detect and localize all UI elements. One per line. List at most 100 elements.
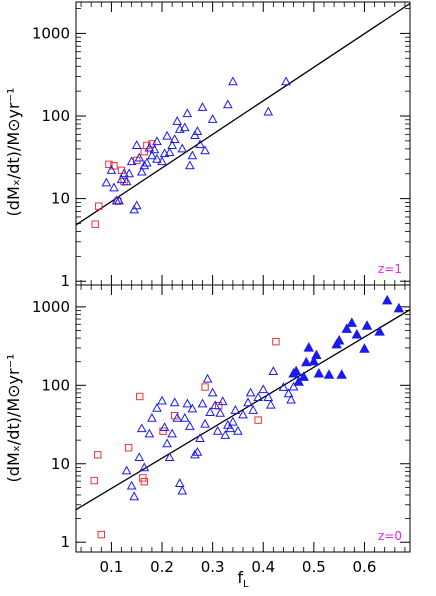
fit-line bbox=[76, 2, 410, 226]
data-point-triangle bbox=[205, 407, 215, 417]
data-point-triangle bbox=[195, 433, 205, 442]
data-point-triangle bbox=[169, 397, 180, 407]
panel-z0: 1 10 100 1000 0.1 0.2 0.3 0.4 0.5 0.6 z=0 bbox=[32, 284, 411, 576]
data-point-triangle bbox=[144, 142, 155, 152]
panel-redshift-label: z=1 bbox=[378, 262, 402, 276]
data-point-triangle bbox=[162, 130, 172, 140]
data-point-square bbox=[136, 392, 144, 401]
data-point-triangle bbox=[212, 425, 223, 435]
data-point-triangle bbox=[187, 150, 198, 160]
data-point-triangle bbox=[228, 416, 238, 426]
data-point-triangle bbox=[200, 418, 210, 428]
data-point-triangle bbox=[142, 157, 152, 167]
data-point-triangle bbox=[228, 76, 238, 86]
data-point-triangle bbox=[131, 200, 142, 210]
data-point-triangle bbox=[136, 166, 147, 176]
plot-area bbox=[76, 294, 410, 539]
x-tick-label: 0.1 bbox=[99, 558, 123, 576]
plot-frame bbox=[75, 1, 411, 286]
data-point-triangle bbox=[225, 423, 236, 433]
panel-z1: 1 10 100 1000 z=1 bbox=[32, 1, 411, 290]
data-point-triangle bbox=[288, 381, 299, 391]
x-tick-label: 0.5 bbox=[302, 558, 326, 576]
data-point-filled-triangle bbox=[333, 334, 345, 345]
x-tick-label: 0.2 bbox=[150, 558, 174, 576]
data-point-triangle bbox=[286, 394, 296, 404]
data-point-triangle bbox=[139, 462, 150, 472]
y-axis-label-top: (dMₓ/dt)/M⊙yr⁻¹ bbox=[4, 88, 23, 217]
data-point-square bbox=[201, 383, 209, 391]
data-point-square bbox=[90, 476, 98, 485]
data-point-triangle bbox=[152, 153, 162, 163]
data-point-triangle bbox=[187, 403, 198, 413]
data-point-triangle bbox=[174, 478, 185, 488]
data-point-square bbox=[148, 140, 156, 148]
data-point-triangle bbox=[152, 136, 162, 146]
data-point-square bbox=[254, 416, 262, 424]
data-point-triangle bbox=[185, 420, 195, 430]
data-point-triangle bbox=[202, 373, 213, 383]
data-point-square bbox=[159, 427, 167, 435]
data-point-triangle bbox=[220, 430, 231, 439]
y-tick-label: 1 bbox=[60, 533, 70, 551]
data-point-triangle bbox=[283, 388, 294, 398]
data-point-triangle bbox=[230, 404, 241, 414]
data-point-filled-triangle bbox=[298, 371, 309, 381]
y-tick-label: 100 bbox=[41, 107, 70, 125]
y-tick-label: 1000 bbox=[32, 298, 70, 316]
data-point-triangle bbox=[197, 398, 208, 408]
data-point-filled-triangle bbox=[336, 369, 347, 379]
data-point-triangle bbox=[126, 156, 137, 166]
x-tick-label: 0.4 bbox=[251, 558, 275, 576]
data-point-triangle bbox=[157, 395, 167, 405]
data-point-square bbox=[140, 478, 149, 486]
data-point-triangle bbox=[121, 176, 132, 186]
data-point-triangle bbox=[179, 122, 190, 132]
data-point-triangle bbox=[215, 407, 226, 417]
plot-frame bbox=[75, 284, 411, 553]
data-point-triangle bbox=[106, 164, 117, 174]
data-point-filled-triangle bbox=[290, 365, 302, 376]
data-point-filled-triangle bbox=[393, 302, 405, 313]
plot-area bbox=[76, 2, 410, 228]
data-point-filled-triangle bbox=[381, 294, 393, 305]
data-point-triangle bbox=[190, 449, 200, 459]
data-point-triangle bbox=[172, 412, 183, 422]
data-point-triangle bbox=[172, 116, 183, 125]
data-point-triangle bbox=[243, 397, 253, 407]
data-point-triangle bbox=[258, 384, 269, 394]
y-tick-label: 100 bbox=[41, 376, 70, 394]
data-point-triangle bbox=[134, 452, 145, 462]
data-point-triangle bbox=[101, 177, 112, 187]
data-point-triangle bbox=[144, 428, 155, 438]
data-point-filled-triangle bbox=[308, 355, 320, 366]
data-point-filled-triangle bbox=[374, 326, 385, 336]
data-point-triangle bbox=[207, 114, 218, 123]
data-point-triangle bbox=[169, 134, 180, 143]
data-point-triangle bbox=[129, 204, 140, 214]
data-point-triangle bbox=[131, 140, 142, 149]
data-point-filled-triangle bbox=[361, 320, 373, 330]
y-axis-label-bottom: (dMₓ/dt)/M⊙yr⁻¹ bbox=[4, 354, 23, 483]
x-axis-label-subscript: L bbox=[243, 579, 249, 590]
data-point-filled-triangle bbox=[311, 349, 322, 360]
data-point-filled-triangle bbox=[359, 343, 370, 353]
data-point-triangle bbox=[200, 145, 210, 155]
data-point-triangle bbox=[182, 398, 193, 408]
data-point-triangle bbox=[167, 428, 177, 438]
data-point-triangle bbox=[134, 152, 145, 162]
data-point-square bbox=[139, 474, 147, 482]
x-axis-label: fL bbox=[237, 568, 249, 590]
data-point-triangle bbox=[278, 382, 289, 391]
data-point-triangle bbox=[207, 387, 218, 397]
data-point-triangle bbox=[182, 108, 193, 118]
data-point-triangle bbox=[281, 76, 291, 86]
data-point-filled-triangle bbox=[351, 328, 363, 339]
data-point-filled-triangle bbox=[313, 368, 325, 378]
data-point-triangle bbox=[265, 399, 276, 409]
data-point-triangle bbox=[149, 144, 160, 154]
data-point-triangle bbox=[192, 126, 203, 135]
data-point-triangle bbox=[185, 160, 195, 170]
data-point-triangle bbox=[217, 396, 228, 406]
